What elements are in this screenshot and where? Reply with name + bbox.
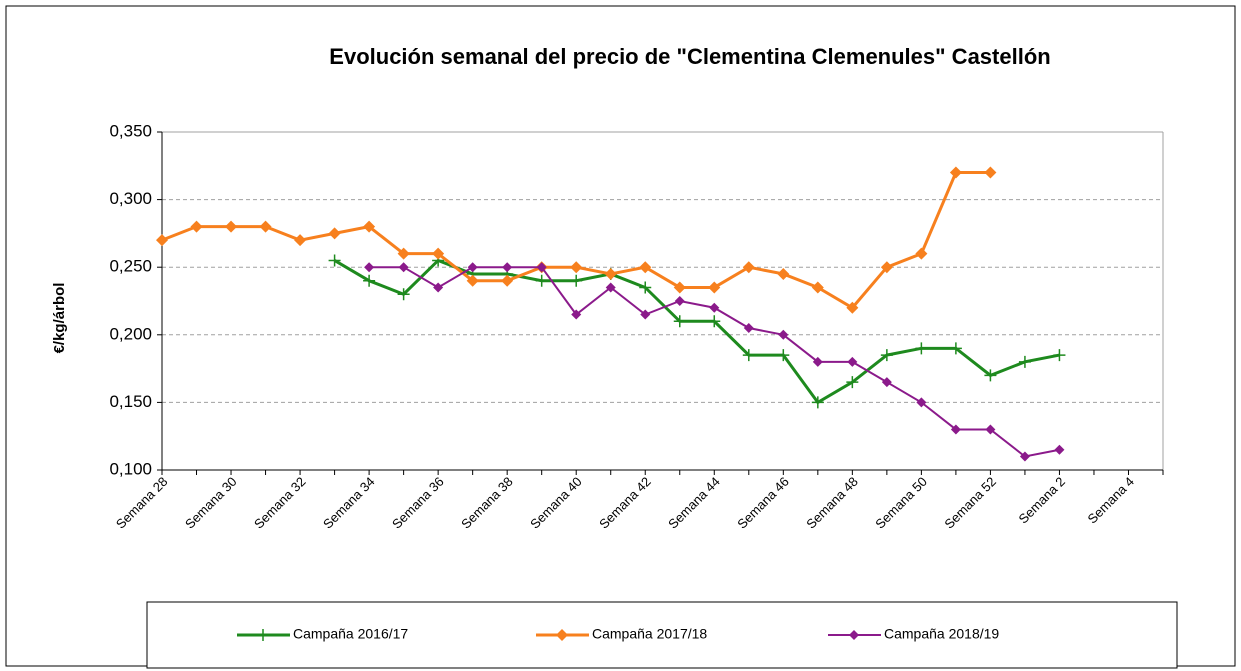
data-point [846, 301, 859, 314]
chart-title: Evolución semanal del precio de "Clement… [329, 44, 1050, 69]
data-point [984, 369, 997, 382]
data-point [949, 342, 962, 355]
legend-marker [257, 629, 269, 641]
data-point [535, 274, 548, 287]
data-point [950, 424, 961, 435]
data-point [570, 274, 583, 287]
data-point [846, 376, 859, 389]
legend-label: Campaña 2018/19 [884, 626, 999, 642]
data-point [742, 349, 755, 362]
data-point [466, 274, 479, 287]
data-point [570, 261, 583, 274]
legend-box [146, 601, 1178, 669]
data-point [881, 377, 892, 388]
data-point [915, 247, 928, 260]
data-point [571, 309, 582, 320]
data-point [433, 282, 444, 293]
y-axis-label: €/kg/árbol [51, 283, 68, 354]
data-point [397, 288, 410, 301]
data-point [364, 262, 375, 273]
data-point [639, 281, 652, 294]
y-tick-label: 0,200 [109, 324, 152, 343]
y-tick-label: 0,300 [109, 189, 152, 208]
data-point [742, 261, 755, 274]
data-point [501, 274, 514, 287]
data-point [1018, 355, 1031, 368]
data-point [363, 220, 376, 233]
data-point [673, 315, 686, 328]
data-point [847, 356, 858, 367]
data-point [709, 302, 720, 313]
data-point [536, 262, 547, 273]
legend-label: Campaña 2016/17 [293, 626, 408, 642]
y-tick-label: 0,150 [109, 392, 152, 411]
data-point [156, 234, 168, 247]
data-point [328, 227, 341, 240]
data-point [984, 166, 997, 179]
data-point [1019, 451, 1030, 462]
y-tick-label: 0,250 [109, 257, 152, 276]
data-point [915, 342, 928, 355]
data-point [811, 281, 824, 294]
data-point [502, 262, 513, 273]
legend-marker [849, 630, 859, 640]
data-point [467, 262, 478, 273]
data-point [605, 282, 616, 293]
data-point [674, 296, 685, 306]
legend-label: Campaña 2017/18 [592, 626, 707, 642]
data-point [880, 261, 893, 274]
y-tick-label: 0,350 [109, 121, 152, 140]
data-point [640, 309, 651, 320]
data-point [812, 356, 823, 367]
data-point [604, 267, 617, 280]
data-point [778, 329, 789, 340]
data-point [916, 397, 927, 408]
data-point [880, 349, 893, 362]
data-point [1054, 444, 1065, 455]
data-point [398, 262, 409, 273]
data-point [432, 247, 445, 260]
data-point [673, 281, 686, 294]
data-point [397, 247, 410, 260]
data-point [190, 220, 203, 233]
data-point [949, 166, 962, 179]
data-point [1053, 349, 1066, 362]
data-point [639, 261, 652, 274]
data-point [777, 349, 790, 362]
legend-marker [556, 629, 568, 641]
data-point [225, 220, 238, 233]
data-point [743, 323, 754, 334]
chart-border [5, 5, 1236, 667]
data-point [294, 234, 307, 247]
data-point [363, 274, 376, 287]
data-point [777, 267, 790, 280]
data-point [811, 396, 824, 409]
data-point [708, 281, 721, 294]
data-point [259, 220, 272, 233]
data-point [328, 254, 341, 267]
data-point [708, 315, 721, 328]
y-tick-label: 0,100 [109, 459, 152, 478]
data-point [985, 424, 996, 435]
